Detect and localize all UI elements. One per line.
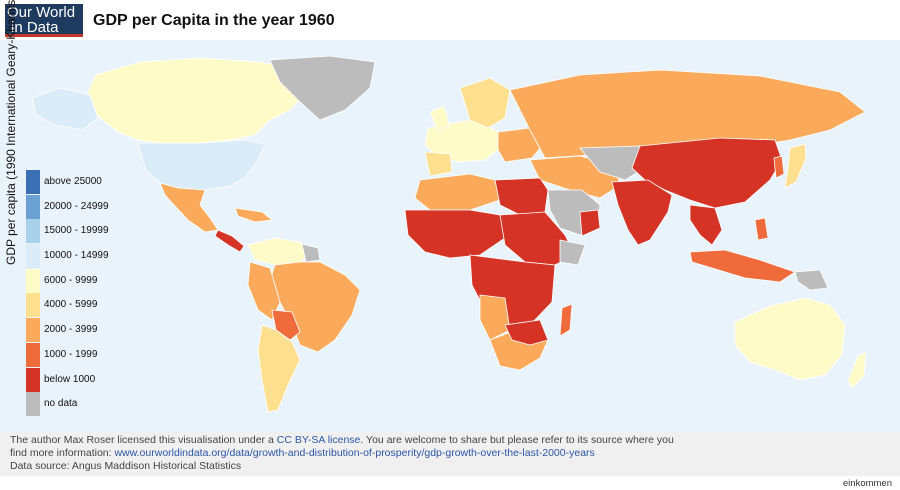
legend-swatch — [26, 219, 40, 244]
source-line: find more information: www.ourworldindat… — [10, 447, 595, 459]
region-iberia[interactable] — [424, 151, 453, 177]
legend-label: 20000 - 24999 — [44, 200, 109, 212]
region-guianas[interactable] — [301, 243, 321, 263]
legend-swatch — [26, 293, 40, 318]
region-zimbabwe-mozambique[interactable] — [504, 319, 549, 346]
region-uk-ireland[interactable] — [429, 105, 451, 133]
legend-label: above 25000 — [44, 176, 102, 187]
world-map: GDP per capita (1990 International Geary… — [0, 0, 900, 432]
legend-label: below 1000 — [44, 373, 96, 385]
region-united-states[interactable] — [137, 139, 266, 191]
region-southeast-asia[interactable] — [689, 204, 723, 246]
license-line: The author Max Roser licensed this visua… — [10, 434, 674, 446]
region-caribbean[interactable] — [234, 207, 273, 223]
legend-swatch — [26, 392, 40, 417]
legend-swatch — [26, 318, 40, 343]
y-axis-label: GDP per capita (1990 International Geary… — [4, 0, 18, 265]
legend-swatch — [26, 342, 40, 367]
our-world-in-data-logo[interactable]: Our World in Data — [5, 4, 83, 37]
region-scandinavia[interactable] — [459, 77, 511, 129]
legend-label: no data — [44, 398, 78, 410]
region-ussr[interactable] — [509, 69, 866, 159]
footer-attribution: The author Max Roser licensed this visua… — [0, 432, 900, 476]
region-yemen-oman[interactable] — [579, 209, 601, 237]
region-indonesia[interactable] — [689, 249, 796, 283]
region-canada[interactable] — [84, 57, 311, 144]
region-india-south-asia[interactable] — [611, 179, 673, 246]
license-text-suffix: . You are welcome to share but please re… — [360, 434, 674, 446]
legend-swatch — [26, 170, 40, 194]
legend-label: 2000 - 3999 — [44, 324, 98, 336]
region-china-mongolia[interactable] — [631, 137, 783, 209]
region-argentina-chile[interactable] — [257, 324, 301, 413]
logo-line-1: Our World — [7, 4, 76, 21]
source-link[interactable]: www.ourworldindata.org/data/growth-and-d… — [114, 447, 595, 459]
region-new-zealand[interactable] — [847, 351, 867, 389]
region-philippines[interactable] — [754, 217, 769, 241]
legend-swatch — [26, 367, 40, 392]
region-greenland[interactable] — [269, 55, 376, 121]
source-text-prefix: find more information: — [10, 447, 115, 459]
region-korea[interactable] — [773, 155, 785, 179]
legend-swatch — [26, 244, 40, 269]
legend-label: 4000 - 5999 — [44, 299, 98, 311]
region-japan[interactable] — [784, 143, 807, 189]
region-madagascar[interactable] — [559, 303, 573, 337]
legend-swatch — [26, 268, 40, 293]
legend-label: 15000 - 19999 — [44, 225, 109, 237]
region-new-guinea[interactable] — [794, 269, 829, 291]
license-text-prefix: The author Max Roser licensed this visua… — [10, 434, 277, 446]
legend-label: 10000 - 14999 — [44, 250, 109, 262]
region-egypt-libya[interactable] — [494, 177, 549, 216]
legend-label: 6000 - 9999 — [44, 274, 98, 286]
data-source-line: Data source: Angus Maddison Historical S… — [10, 460, 242, 472]
legend-swatch — [26, 194, 40, 219]
region-alaska[interactable] — [31, 87, 99, 131]
region-australia[interactable] — [734, 297, 846, 381]
region-mexico[interactable] — [159, 182, 219, 233]
world-map-svg — [31, 55, 867, 413]
region-venezuela-colombia[interactable] — [247, 237, 313, 266]
region-bolivia-paraguay[interactable] — [271, 309, 301, 341]
logo-line-2: in Data — [11, 19, 59, 36]
image-credit: einkommen — [842, 478, 892, 489]
region-angola-zambia[interactable] — [479, 294, 511, 341]
license-link[interactable]: CC BY-SA license — [276, 434, 361, 446]
map-title: GDP per Capita in the year 1960 — [93, 12, 335, 29]
header: Our World in Data GDP per Capita in the … — [0, 0, 900, 40]
region-peru-andes[interactable] — [247, 261, 281, 321]
region-west-africa[interactable] — [404, 209, 506, 259]
region-horn-africa[interactable] — [559, 239, 586, 266]
legend-label: 1000 - 1999 — [44, 348, 98, 360]
region-central-america[interactable] — [214, 229, 245, 253]
region-north-africa-west[interactable] — [414, 173, 501, 211]
